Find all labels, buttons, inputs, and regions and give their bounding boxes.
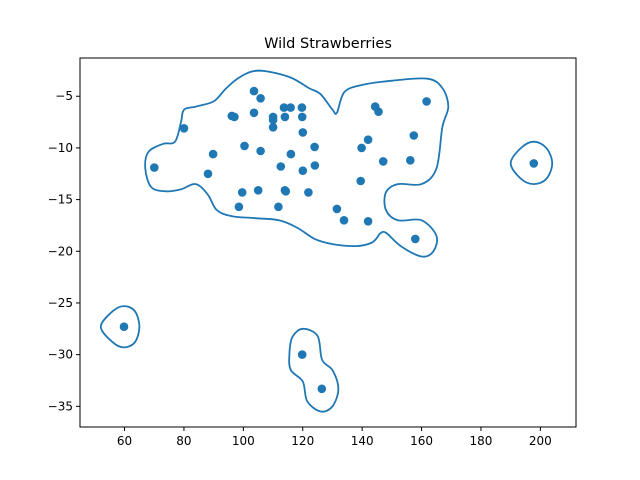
data-point-46 bbox=[411, 234, 420, 244]
data-point-39 bbox=[363, 135, 373, 144]
data-point-48 bbox=[529, 159, 539, 168]
data-point-25 bbox=[286, 149, 296, 159]
data-point-18 bbox=[274, 202, 283, 212]
y-tick-label: −5 bbox=[55, 89, 73, 103]
y-tick-label: −20 bbox=[48, 244, 73, 258]
density-contour-1 bbox=[99, 305, 141, 349]
data-point-32 bbox=[310, 142, 319, 152]
data-point-14 bbox=[256, 146, 265, 156]
data-point-10 bbox=[249, 86, 259, 96]
data-point-3 bbox=[203, 169, 213, 179]
x-tick-label: 200 bbox=[529, 434, 552, 448]
data-point-44 bbox=[406, 156, 415, 165]
data-point-21 bbox=[280, 112, 290, 122]
y-tick-label: −35 bbox=[48, 399, 73, 413]
data-point-0 bbox=[119, 322, 129, 332]
data-point-16 bbox=[268, 115, 278, 125]
x-tick-label: 60 bbox=[117, 434, 132, 448]
x-tick-label: 160 bbox=[410, 434, 433, 448]
plot-frame bbox=[79, 57, 577, 428]
chart-title: Wild Strawberries bbox=[264, 36, 392, 52]
data-point-38 bbox=[357, 143, 366, 153]
y-axis: −5 −10 −15 −20 −25 −30 −35 bbox=[48, 89, 80, 413]
data-point-43 bbox=[378, 157, 388, 166]
x-tick-label: 80 bbox=[176, 434, 191, 448]
point-layer bbox=[119, 86, 539, 394]
density-contour-2 bbox=[509, 140, 554, 186]
data-point-7 bbox=[234, 202, 244, 212]
data-point-35 bbox=[332, 204, 342, 214]
data-point-12 bbox=[253, 186, 263, 195]
data-point-36 bbox=[339, 216, 349, 225]
data-point-13 bbox=[256, 94, 265, 103]
data-point-11 bbox=[249, 108, 259, 118]
density-contour-3 bbox=[288, 327, 340, 413]
data-point-24 bbox=[286, 103, 295, 112]
data-point-47 bbox=[422, 97, 431, 106]
x-tick-label: 100 bbox=[232, 434, 255, 448]
contour-layer bbox=[99, 69, 554, 413]
data-point-31 bbox=[304, 188, 313, 197]
data-point-26 bbox=[297, 103, 307, 112]
y-tick-label: −30 bbox=[48, 348, 73, 362]
data-point-27 bbox=[297, 112, 307, 122]
y-tick-label: −15 bbox=[48, 193, 73, 207]
data-point-17 bbox=[268, 123, 278, 132]
data-point-40 bbox=[363, 217, 373, 226]
data-point-34 bbox=[317, 384, 327, 394]
x-axis: 60 80 100 120 140 160 180 200 bbox=[117, 427, 552, 448]
data-point-37 bbox=[356, 176, 366, 186]
x-tick-label: 140 bbox=[351, 434, 374, 448]
data-point-42 bbox=[374, 107, 383, 116]
data-point-4 bbox=[208, 149, 218, 159]
data-point-29 bbox=[298, 166, 308, 175]
data-point-20 bbox=[279, 103, 289, 112]
data-point-1 bbox=[150, 163, 159, 172]
data-point-6 bbox=[230, 112, 239, 122]
data-point-28 bbox=[298, 128, 308, 137]
data-point-33 bbox=[310, 161, 320, 170]
data-point-9 bbox=[240, 141, 249, 151]
data-point-19 bbox=[276, 162, 286, 171]
y-tick-label: −10 bbox=[48, 141, 73, 155]
data-point-2 bbox=[179, 124, 189, 133]
y-tick-label: −25 bbox=[48, 296, 73, 310]
data-point-45 bbox=[409, 131, 419, 140]
data-point-23 bbox=[281, 187, 291, 196]
data-point-30 bbox=[297, 350, 307, 359]
x-tick-label: 120 bbox=[291, 434, 314, 448]
data-point-8 bbox=[237, 188, 247, 197]
x-tick-label: 180 bbox=[470, 434, 493, 448]
density-contour-0 bbox=[144, 69, 450, 258]
